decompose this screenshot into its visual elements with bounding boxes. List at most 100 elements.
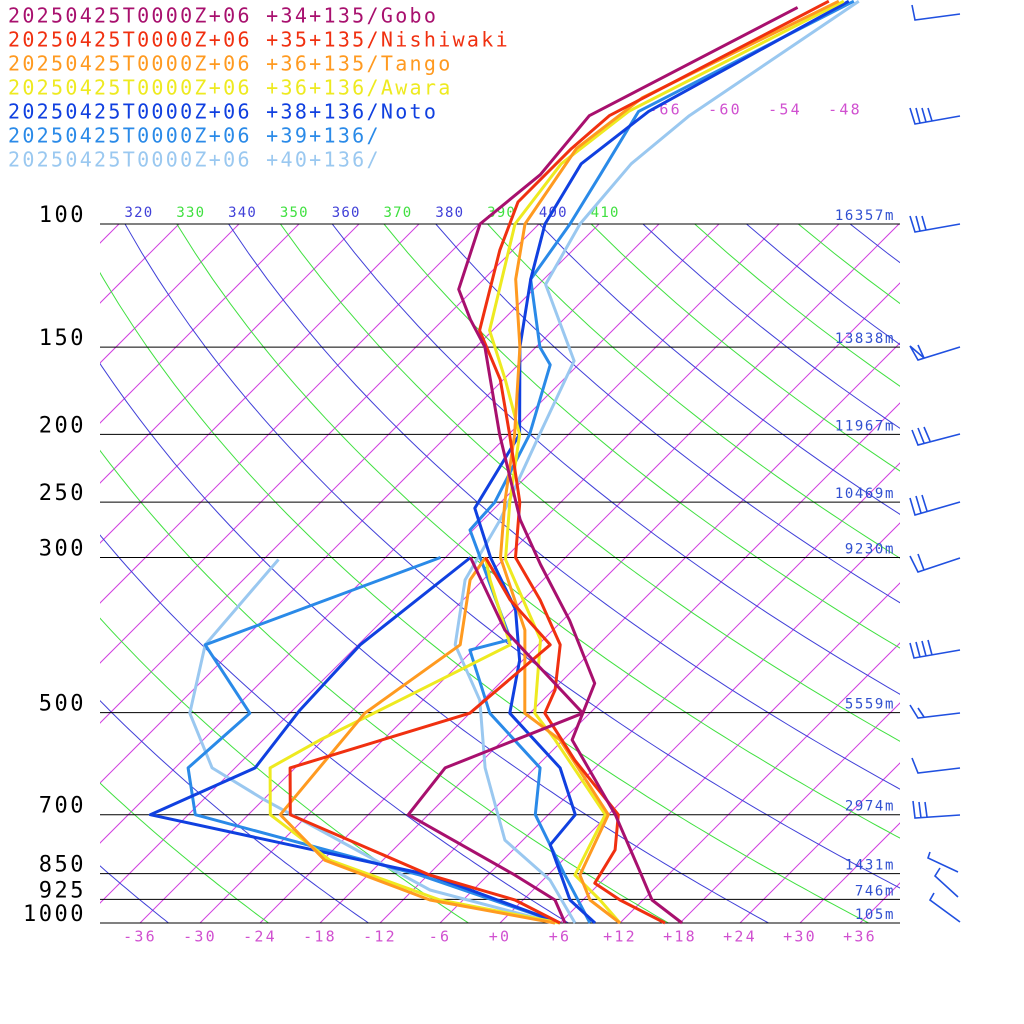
legend-entry: 20250425T0000Z+06 +40+136/ xyxy=(8,148,381,172)
wind-barbs xyxy=(909,4,961,923)
wind-barb xyxy=(909,344,961,361)
legend-entry: 20250425T0000Z+06 +38+136/Noto xyxy=(8,100,438,124)
wind-barb xyxy=(909,639,961,659)
dewpoint-line xyxy=(278,556,556,925)
isotherm xyxy=(100,224,420,544)
height-label: 10469m xyxy=(835,486,895,502)
isotherm xyxy=(319,342,900,923)
legend-entry: 20250425T0000Z+06 +39+136/ xyxy=(8,124,381,148)
x-tick-label: -30 xyxy=(183,928,217,946)
height-label: 1431m xyxy=(845,858,895,874)
temperature-line xyxy=(499,0,840,925)
dry-adiabat xyxy=(100,449,670,923)
dewpoint-line xyxy=(186,556,561,925)
theta-label: 320 xyxy=(125,205,154,221)
legend-entry: 20250425T0000Z+06 +36+136/Awara xyxy=(8,76,453,100)
isotherm xyxy=(100,224,780,904)
wind-barb xyxy=(909,553,961,573)
height-label: 13838m xyxy=(835,331,895,347)
isotherm-label: -66 xyxy=(648,101,682,119)
pressure-label: 500 xyxy=(39,692,86,717)
temperature-line xyxy=(488,0,845,924)
pressure-label: 150 xyxy=(39,326,86,351)
dry-adiabat xyxy=(100,782,270,923)
theta-label: 390 xyxy=(487,205,516,221)
height-label: 16357m xyxy=(835,208,895,224)
theta-label: 380 xyxy=(435,205,464,221)
pressure-label: 1000 xyxy=(23,902,86,927)
pressure-label: 925 xyxy=(39,878,86,903)
height-label: 9230m xyxy=(845,542,895,558)
pressure-label: 250 xyxy=(39,481,86,506)
dry-adiabat xyxy=(100,865,170,923)
theta-label: 340 xyxy=(228,205,257,221)
wind-barb xyxy=(927,851,961,923)
isotherm-label: -54 xyxy=(768,101,802,119)
height-label: 5559m xyxy=(845,697,895,713)
x-tick-label: -24 xyxy=(243,928,277,946)
legend: 20250425T0000Z+06 +34+135/Gobo20250425T0… xyxy=(8,4,510,172)
isotherm xyxy=(499,522,900,923)
height-label: 105m xyxy=(855,907,895,923)
dry-adiabat xyxy=(745,224,900,346)
isotherm-label: -60 xyxy=(708,101,742,119)
dry-adiabat xyxy=(797,224,900,305)
x-tick-label: -18 xyxy=(303,928,337,946)
isotherm xyxy=(559,582,900,923)
dry-adiabat xyxy=(100,699,370,923)
legend-entry: 20250425T0000Z+06 +34+135/Gobo xyxy=(8,4,438,28)
temperature-line xyxy=(453,0,860,924)
pressure-label: 850 xyxy=(39,853,86,878)
pressure-label: 300 xyxy=(39,537,86,562)
profiles xyxy=(148,0,860,925)
wind-barb xyxy=(911,426,961,446)
dry-adiabat xyxy=(176,224,900,839)
isotherm xyxy=(799,822,900,923)
isotherm xyxy=(679,702,900,923)
theta-label: 330 xyxy=(176,205,205,221)
theta-label: 370 xyxy=(384,205,413,221)
x-tick-label: +18 xyxy=(663,928,697,946)
wind-barb xyxy=(909,215,961,233)
isotherm-label: -48 xyxy=(828,101,862,119)
x-tick-label: +0 xyxy=(489,928,511,946)
isotherm xyxy=(199,224,900,923)
dry-adiabat xyxy=(100,534,570,923)
theta-labels: 310 320 330 340 350 360 370 380 390 400 410 xyxy=(73,205,618,221)
pressure-label: 700 xyxy=(39,794,86,819)
dry-adiabat xyxy=(642,224,900,429)
isotherm xyxy=(259,282,900,923)
dewpoint-line xyxy=(288,556,561,925)
temperature-line xyxy=(478,0,830,925)
axes: 100 16357m 150 13838m 200 11967m 250 10469m 300 9… xyxy=(23,101,900,946)
isotherm xyxy=(859,882,900,923)
x-tick-label: +24 xyxy=(723,928,757,946)
x-tick-label: -12 xyxy=(363,928,397,946)
isotherm xyxy=(100,224,540,664)
isotherm xyxy=(100,224,660,784)
theta-label: 350 xyxy=(280,205,309,221)
theta-label: 310 xyxy=(73,205,102,221)
temperature-line xyxy=(468,0,855,924)
height-label: 11967m xyxy=(835,418,895,434)
x-tick-label: +30 xyxy=(783,928,817,946)
dry-adiabat xyxy=(693,224,900,387)
isotherm xyxy=(619,642,900,923)
x-tick-label: +6 xyxy=(549,928,571,946)
theta-label: 360 xyxy=(332,205,361,221)
isotherm xyxy=(100,224,180,304)
wind-barb xyxy=(909,107,961,125)
dry-adiabat xyxy=(590,224,900,472)
wind-barb xyxy=(909,494,961,516)
dry-adiabat xyxy=(0,192,86,938)
legend-entry: 20250425T0000Z+06 +36+135/Tango xyxy=(8,52,453,76)
wind-barb xyxy=(912,800,961,819)
legend-entry: 20250425T0000Z+06 +35+135/Nishiwaki xyxy=(8,28,510,52)
temperature-line xyxy=(457,6,799,925)
grid xyxy=(0,192,900,938)
isotherm xyxy=(100,224,720,844)
dewpoint-line xyxy=(268,557,561,925)
dry-adiabat xyxy=(331,224,900,695)
isotherm xyxy=(100,224,240,364)
dry-adiabat xyxy=(849,224,900,264)
